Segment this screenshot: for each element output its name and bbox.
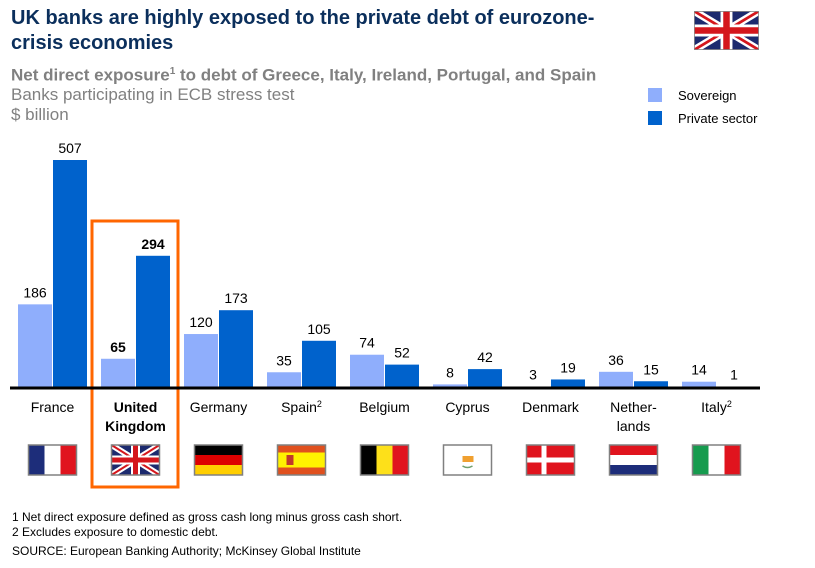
bar-private-sector-denmark	[551, 379, 585, 388]
category-label-netherlands: lands	[617, 418, 650, 434]
bar-sovereign-spain	[267, 372, 301, 388]
category-label-united-kingdom: United	[114, 399, 158, 415]
netherlands-flag-icon	[608, 444, 659, 476]
legend-label-private-sector: Private sector	[678, 110, 758, 126]
footnote-mark: 2	[727, 399, 732, 409]
chart-units: $ billion	[11, 105, 69, 124]
bar-sovereign-france	[18, 304, 52, 388]
data-label-private-sector-italy: 1	[730, 367, 738, 383]
data-label-sovereign-belgium: 74	[359, 335, 375, 351]
bar-private-sector-spain	[302, 340, 336, 388]
subtitle-footnote-mark: 1	[169, 66, 176, 77]
category-label-spain: Spain2	[281, 399, 322, 415]
category-label-cyprus: Cyprus	[445, 399, 489, 415]
category-label-united-kingdom: Kingdom	[105, 418, 166, 434]
data-label-sovereign-united-kingdom: 65	[110, 339, 126, 355]
germany-flag-icon	[193, 444, 244, 476]
data-label-sovereign-germany: 120	[189, 314, 213, 330]
data-label-private-sector-spain: 105	[307, 321, 331, 337]
bar-sovereign-cyprus	[433, 384, 467, 388]
uk-flag-icon	[109, 442, 162, 478]
legend-swatch-sovereign	[648, 88, 662, 102]
bar-sovereign-united-kingdom	[101, 358, 135, 388]
source-note: SOURCE: European Banking Authority; McKi…	[12, 544, 361, 558]
data-label-private-sector-belgium: 52	[394, 345, 410, 361]
category-label-denmark: Denmark	[522, 399, 580, 415]
bar-sovereign-italy	[682, 381, 716, 388]
belgium-flag-icon	[359, 444, 410, 476]
cyprus-flag-icon	[442, 444, 493, 476]
category-label-italy: Italy2	[701, 399, 732, 415]
data-label-sovereign-spain: 35	[276, 352, 292, 368]
category-label-germany: Germany	[190, 399, 248, 415]
legend-label-sovereign: Sovereign	[678, 87, 737, 103]
data-label-private-sector-germany: 173	[224, 290, 248, 306]
data-label-sovereign-cyprus: 8	[446, 364, 454, 380]
bar-sovereign-netherlands	[599, 371, 633, 388]
category-label-belgium: Belgium	[359, 399, 410, 415]
subtitle-text: Net direct exposure	[11, 65, 170, 85]
bar-private-sector-netherlands	[634, 381, 668, 388]
category-label-netherlands: Nether-	[610, 399, 657, 415]
footnote-1: 1 Net direct exposure defined as gross c…	[12, 510, 403, 524]
category-label-france: France	[31, 399, 75, 415]
bar-sovereign-belgium	[350, 354, 384, 388]
chart-title: UK banks are highly exposed to the priva…	[11, 7, 595, 54]
denmark-flag-icon	[525, 444, 576, 476]
bar-private-sector-united-kingdom	[136, 255, 170, 388]
bar-private-sector-germany	[219, 310, 253, 388]
footnote-2: 2 Excludes exposure to domestic debt.	[12, 525, 219, 539]
highlight-box	[90, 219, 180, 489]
bar-private-sector-cyprus	[468, 369, 502, 388]
bar-sovereign-germany	[184, 334, 218, 388]
france-flag-icon	[27, 444, 78, 476]
chart-subtitle-line2: Banks participating in ECB stress test	[11, 85, 295, 104]
italy-flag-icon	[691, 444, 742, 476]
subtitle-rest: to debt of Greece, Italy, Ireland, Portu…	[175, 65, 597, 85]
data-label-sovereign-italy: 14	[691, 362, 707, 378]
spain-flag-icon	[276, 444, 327, 476]
data-label-sovereign-netherlands: 36	[608, 352, 624, 368]
bar-private-sector-france	[53, 160, 87, 388]
data-label-private-sector-cyprus: 42	[477, 349, 493, 365]
legend-swatch-private-sector	[648, 111, 662, 125]
footnote-mark: 2	[317, 399, 322, 409]
uk-flag-icon	[694, 11, 759, 50]
data-label-private-sector-france: 507	[58, 140, 82, 156]
legend-item-sovereign: Sovereign	[648, 87, 737, 103]
data-label-private-sector-denmark: 19	[560, 359, 576, 375]
data-label-sovereign-denmark: 3	[529, 367, 537, 383]
chart-subtitle: Net direct exposure1 to debt of Greece, …	[11, 61, 596, 86]
data-label-private-sector-united-kingdom: 294	[141, 236, 165, 252]
bar-private-sector-belgium	[385, 364, 419, 388]
data-label-sovereign-france: 186	[23, 284, 47, 300]
legend-item-private-sector: Private sector	[648, 110, 758, 126]
data-label-private-sector-netherlands: 15	[643, 361, 659, 377]
